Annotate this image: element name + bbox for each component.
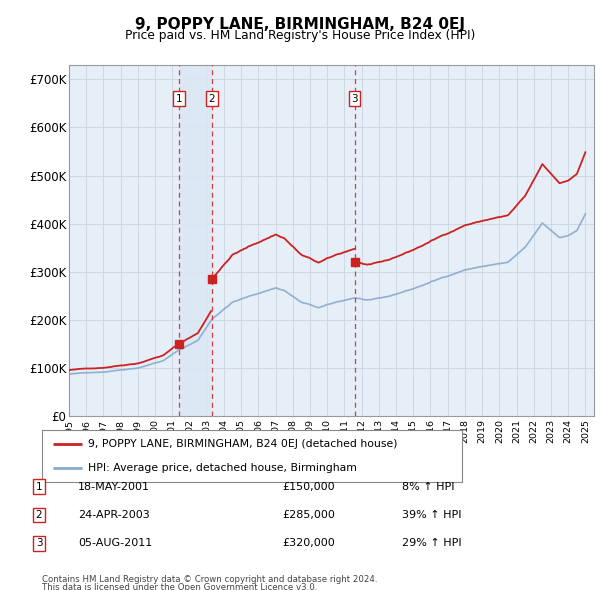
Text: 1: 1 [175, 94, 182, 104]
Text: 18-MAY-2001: 18-MAY-2001 [78, 482, 150, 491]
Text: 05-AUG-2011: 05-AUG-2011 [78, 539, 152, 548]
Text: 3: 3 [351, 94, 358, 104]
Text: Contains HM Land Registry data © Crown copyright and database right 2024.: Contains HM Land Registry data © Crown c… [42, 575, 377, 584]
Text: 2: 2 [209, 94, 215, 104]
Text: 2: 2 [35, 510, 43, 520]
Text: HPI: Average price, detached house, Birmingham: HPI: Average price, detached house, Birm… [88, 463, 357, 473]
Text: 3: 3 [35, 539, 43, 548]
Text: 9, POPPY LANE, BIRMINGHAM, B24 0EJ (detached house): 9, POPPY LANE, BIRMINGHAM, B24 0EJ (deta… [88, 439, 398, 449]
Text: £285,000: £285,000 [282, 510, 335, 520]
Text: 29% ↑ HPI: 29% ↑ HPI [402, 539, 461, 548]
Text: 24-APR-2003: 24-APR-2003 [78, 510, 150, 520]
Bar [179, 65, 212, 416]
Text: £150,000: £150,000 [282, 482, 335, 491]
Text: 9, POPPY LANE, BIRMINGHAM, B24 0EJ: 9, POPPY LANE, BIRMINGHAM, B24 0EJ [135, 17, 465, 31]
Text: Price paid vs. HM Land Registry's House Price Index (HPI): Price paid vs. HM Land Registry's House … [125, 30, 475, 42]
Text: 39% ↑ HPI: 39% ↑ HPI [402, 510, 461, 520]
Text: £320,000: £320,000 [282, 539, 335, 548]
Text: This data is licensed under the Open Government Licence v3.0.: This data is licensed under the Open Gov… [42, 583, 317, 590]
Text: 1: 1 [35, 482, 43, 491]
Text: 8% ↑ HPI: 8% ↑ HPI [402, 482, 455, 491]
